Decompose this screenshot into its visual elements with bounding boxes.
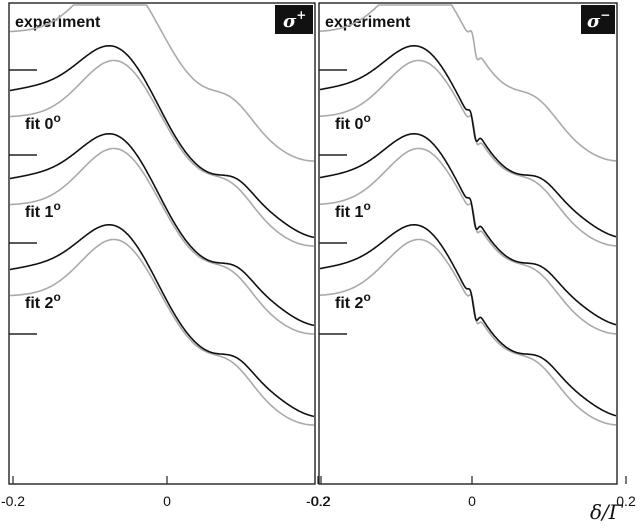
fit-curve bbox=[9, 224, 315, 418]
row-label: fit 0o bbox=[25, 111, 61, 133]
row-label: fit 1o bbox=[335, 199, 371, 221]
experiment-reference-curve bbox=[10, 238, 314, 426]
panel-frame bbox=[8, 2, 316, 485]
row-label: fit 1o bbox=[25, 199, 61, 221]
polarization-badge: σ− bbox=[581, 5, 615, 34]
x-tick-label: 0.2 bbox=[616, 493, 636, 509]
polarization-badge: σ+ bbox=[275, 5, 313, 34]
fit-curve bbox=[9, 45, 315, 239]
experiment-reference-curve bbox=[10, 59, 314, 247]
row-label: fit 2o bbox=[25, 290, 61, 312]
fit-curve bbox=[319, 133, 617, 326]
experiment-reference-curve bbox=[320, 238, 617, 426]
x-tick-label: 0 bbox=[468, 493, 476, 509]
polarization-badge-bg bbox=[275, 5, 313, 34]
fit-curve bbox=[9, 133, 315, 327]
experiment-reference-curve bbox=[10, 147, 314, 335]
row-label: experiment bbox=[15, 14, 101, 31]
x-tick-label: 0.2 bbox=[311, 493, 331, 509]
experiment-reference-curve bbox=[320, 147, 617, 335]
fit-curve bbox=[319, 224, 617, 417]
experiment-reference-curve bbox=[320, 59, 617, 247]
polarization-badge-bg bbox=[581, 5, 615, 34]
polarization-label: σ+ bbox=[283, 8, 306, 32]
experiment-curve bbox=[320, 4, 617, 162]
panel-frame bbox=[318, 2, 618, 485]
polarization-label: σ− bbox=[587, 8, 610, 32]
panel-sigma-plus: σ+ experiment fit 0o fit 1o fit 2o -0.2 0 0.2 bbox=[1, 2, 331, 509]
x-tick-label: -0.2 bbox=[306, 493, 330, 509]
experiment-curve bbox=[10, 4, 314, 162]
x-axis-label: δ/Γ bbox=[590, 500, 624, 524]
x-tick-label: -0.2 bbox=[1, 493, 25, 509]
row-label: fit 2o bbox=[335, 290, 371, 312]
row-label: fit 0o bbox=[335, 111, 371, 133]
x-tick-label: 0 bbox=[163, 493, 171, 509]
fit-curve bbox=[319, 45, 617, 238]
